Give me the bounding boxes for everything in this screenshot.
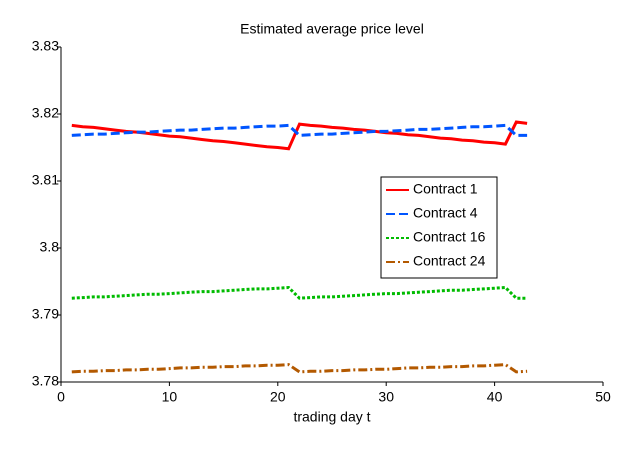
y-tick-label: 3.8 — [40, 239, 60, 255]
x-tick-label: 20 — [270, 389, 286, 405]
x-tick-label: 30 — [378, 389, 394, 405]
series-line — [71, 285, 528, 300]
y-tick-label: 3.78 — [32, 373, 59, 389]
y-tick-label: 3.79 — [32, 306, 59, 322]
legend-label: Contract 16 — [413, 229, 486, 245]
chart-title: Estimated average price level — [240, 21, 424, 37]
legend-box — [380, 176, 498, 279]
y-tick-label: 3.83 — [32, 38, 59, 54]
series-line — [71, 363, 528, 374]
y-tick-label: 3.81 — [32, 172, 59, 188]
x-tick-label: 40 — [487, 389, 503, 405]
series-line — [71, 120, 528, 151]
legend-label: Contract 24 — [413, 253, 486, 269]
legend-label: Contract 1 — [413, 181, 478, 197]
y-tick-label: 3.82 — [32, 105, 59, 121]
x-axis-label: trading day t — [293, 409, 370, 425]
x-tick-label: 50 — [595, 389, 611, 405]
legend-label: Contract 4 — [413, 205, 478, 221]
series-line — [71, 123, 528, 137]
x-tick-label: 10 — [162, 389, 178, 405]
x-tick-label: 0 — [57, 389, 65, 405]
